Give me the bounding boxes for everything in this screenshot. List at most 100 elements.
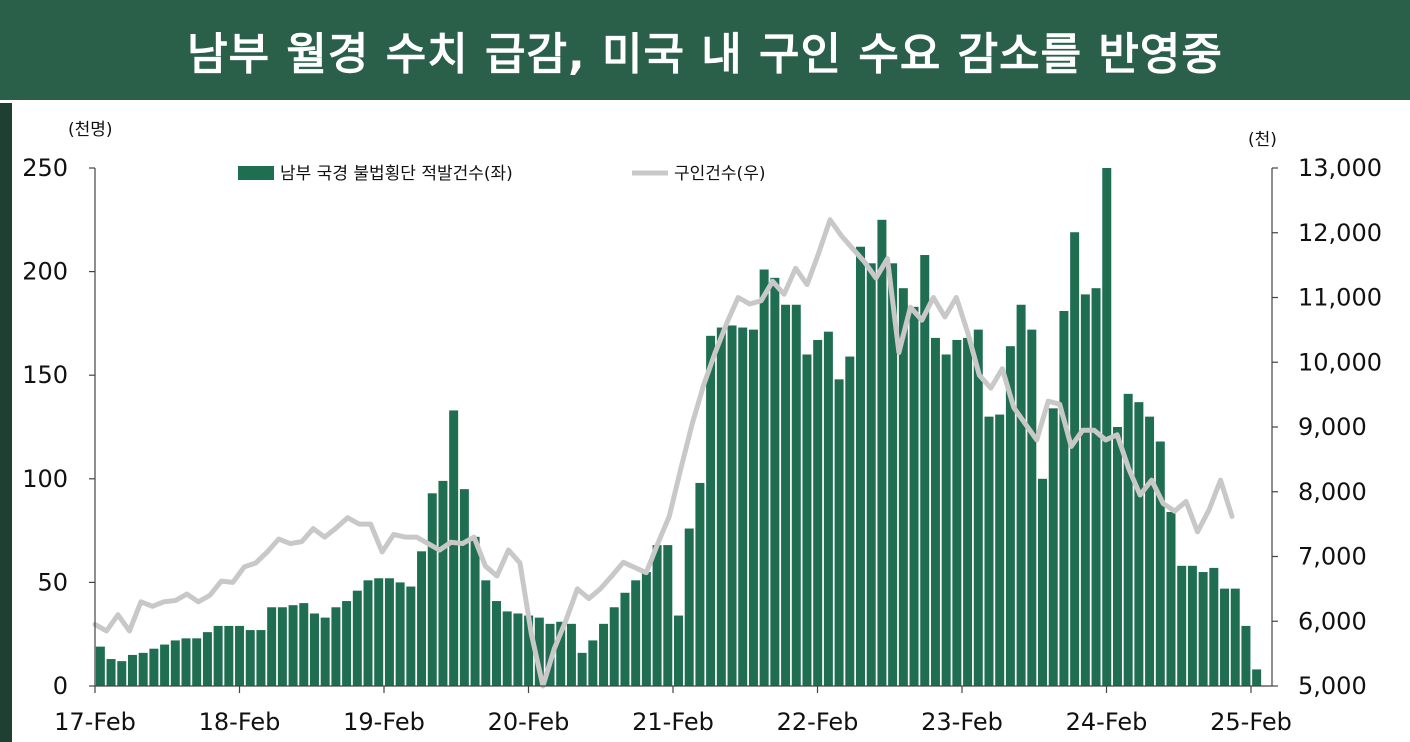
right-tick-label: 6,000 (1298, 607, 1367, 635)
bar (631, 580, 641, 686)
bar (106, 659, 116, 686)
bar (823, 331, 833, 686)
bar (866, 263, 876, 686)
bar (802, 354, 812, 686)
bar (1230, 588, 1240, 686)
bar (1005, 346, 1015, 686)
legend-bar-swatch (238, 166, 274, 180)
bar (738, 327, 748, 686)
bar (1038, 478, 1048, 686)
line-layer (92, 217, 1235, 689)
bar (813, 339, 823, 686)
right-tick-label: 11,000 (1298, 284, 1382, 312)
bar (181, 638, 191, 686)
bar (1252, 669, 1262, 686)
combo-chart: 0 50 100 150 200 250 5,000 6,000 7,000 8,000 9,000… (22, 120, 1382, 736)
right-tick-label: 7,000 (1298, 543, 1367, 571)
bar (117, 661, 127, 686)
x-tick-label: 25-Feb (1210, 708, 1292, 736)
bar (1102, 168, 1112, 686)
left-axis-unit: (천명) (68, 120, 113, 140)
bar (1091, 288, 1101, 686)
legend-line-label: 구인건수(우) (674, 164, 765, 184)
bar (1134, 402, 1144, 686)
bar (1166, 511, 1176, 686)
bar (202, 632, 212, 686)
bar (834, 379, 844, 686)
bar (374, 578, 384, 686)
bar (192, 638, 202, 686)
bar (1123, 393, 1133, 686)
bar (160, 644, 170, 686)
bar (138, 652, 148, 686)
bar (1187, 565, 1197, 686)
bar (1241, 625, 1251, 686)
bar (331, 607, 341, 686)
bar (1220, 588, 1230, 686)
bar (1112, 427, 1122, 686)
bar (909, 306, 919, 686)
bar (352, 590, 362, 686)
bar (566, 623, 576, 686)
bar (384, 578, 394, 686)
bar (277, 607, 287, 686)
bar (620, 592, 630, 686)
bar (770, 277, 780, 686)
bar (459, 489, 469, 686)
bar (406, 586, 416, 686)
bar (288, 605, 298, 686)
bar (663, 545, 673, 686)
bar (95, 646, 105, 686)
bar (695, 482, 705, 686)
bar (727, 325, 737, 686)
bar (609, 607, 619, 686)
bar (438, 480, 448, 686)
right-tick-label: 10,000 (1298, 348, 1382, 376)
left-tick-label: 50 (37, 568, 68, 596)
right-axis-unit: (천) (1248, 130, 1277, 150)
bar (941, 354, 951, 686)
bar (1070, 232, 1080, 687)
bar (1027, 329, 1037, 686)
x-tick-label: 20-Feb (488, 708, 570, 736)
bar (149, 648, 159, 686)
bar (1048, 408, 1058, 686)
left-tick-label: 150 (22, 361, 68, 389)
bar (652, 545, 662, 686)
bar (513, 613, 523, 686)
bar (1155, 441, 1165, 686)
legend: 남부 국경 불법횡단 적발건수(좌) 구인건수(우) (238, 164, 765, 184)
right-tick-label: 8,000 (1298, 478, 1367, 506)
right-tick-label: 12,000 (1298, 219, 1382, 247)
bar (577, 652, 587, 686)
left-tick-label: 200 (22, 258, 68, 286)
bar (984, 416, 994, 686)
axes-layer: 0 50 100 150 200 250 5,000 6,000 7,000 8,000 9,000… (22, 154, 1382, 736)
right-tick-label: 9,000 (1298, 413, 1367, 441)
bar (235, 625, 245, 686)
bar (898, 288, 908, 686)
bar (856, 246, 865, 687)
right-tick-label: 5,000 (1298, 672, 1367, 700)
bars-layer (95, 168, 1262, 687)
bar (245, 630, 255, 686)
bar (491, 601, 501, 686)
bar (1198, 572, 1208, 686)
bar (781, 304, 791, 686)
x-tick-label: 19-Feb (343, 708, 425, 736)
left-edge-strip (0, 103, 12, 742)
bar (427, 493, 437, 686)
bar (963, 337, 973, 686)
bar (706, 335, 716, 686)
left-tick-label: 100 (22, 465, 68, 493)
bar (320, 617, 330, 686)
bar (877, 219, 887, 687)
bar (417, 551, 427, 686)
bar (674, 615, 683, 686)
bar (973, 329, 983, 686)
bar (299, 603, 309, 686)
x-tick-label: 18-Feb (199, 708, 281, 736)
left-tick-label: 250 (22, 154, 68, 182)
x-tick-label: 22-Feb (777, 708, 859, 736)
bar (309, 613, 319, 686)
